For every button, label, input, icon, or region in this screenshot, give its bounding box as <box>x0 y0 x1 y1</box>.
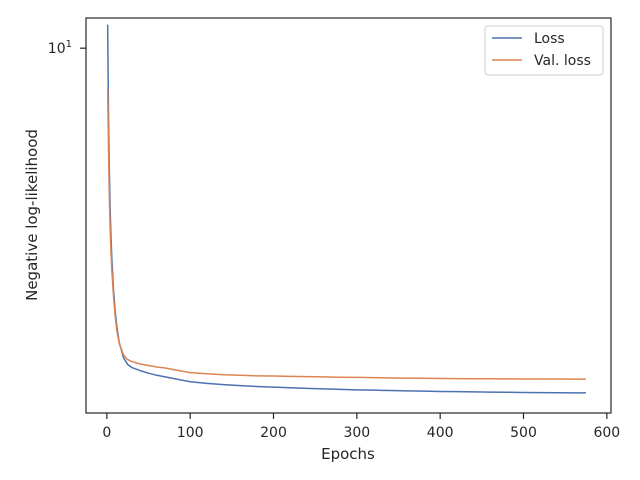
y-axis: 101 <box>48 39 86 57</box>
x-tick-label: 200 <box>260 425 287 441</box>
legend: Loss Val. loss <box>484 25 604 76</box>
series-line-1 <box>106 88 586 380</box>
x-tick-label: 500 <box>510 425 537 441</box>
y-axis-label: Negative log-likelihood <box>23 129 41 301</box>
y-tick-label: 101 <box>48 39 72 57</box>
legend-label: Val. loss <box>534 53 591 69</box>
series-line-0 <box>106 24 587 394</box>
x-tick-label: 0 <box>102 425 111 441</box>
x-tick-label: 300 <box>343 425 370 441</box>
plot-lines <box>106 24 587 394</box>
x-axis-label: Epochs <box>321 445 375 463</box>
plot-frame <box>85 17 612 414</box>
legend-label: Loss <box>534 31 565 47</box>
x-tick-label: 400 <box>427 425 454 441</box>
x-axis: 0 100 200 300 400 500 600 <box>102 413 620 441</box>
x-tick-label: 100 <box>177 425 204 441</box>
x-tick-label: 600 <box>593 425 620 441</box>
